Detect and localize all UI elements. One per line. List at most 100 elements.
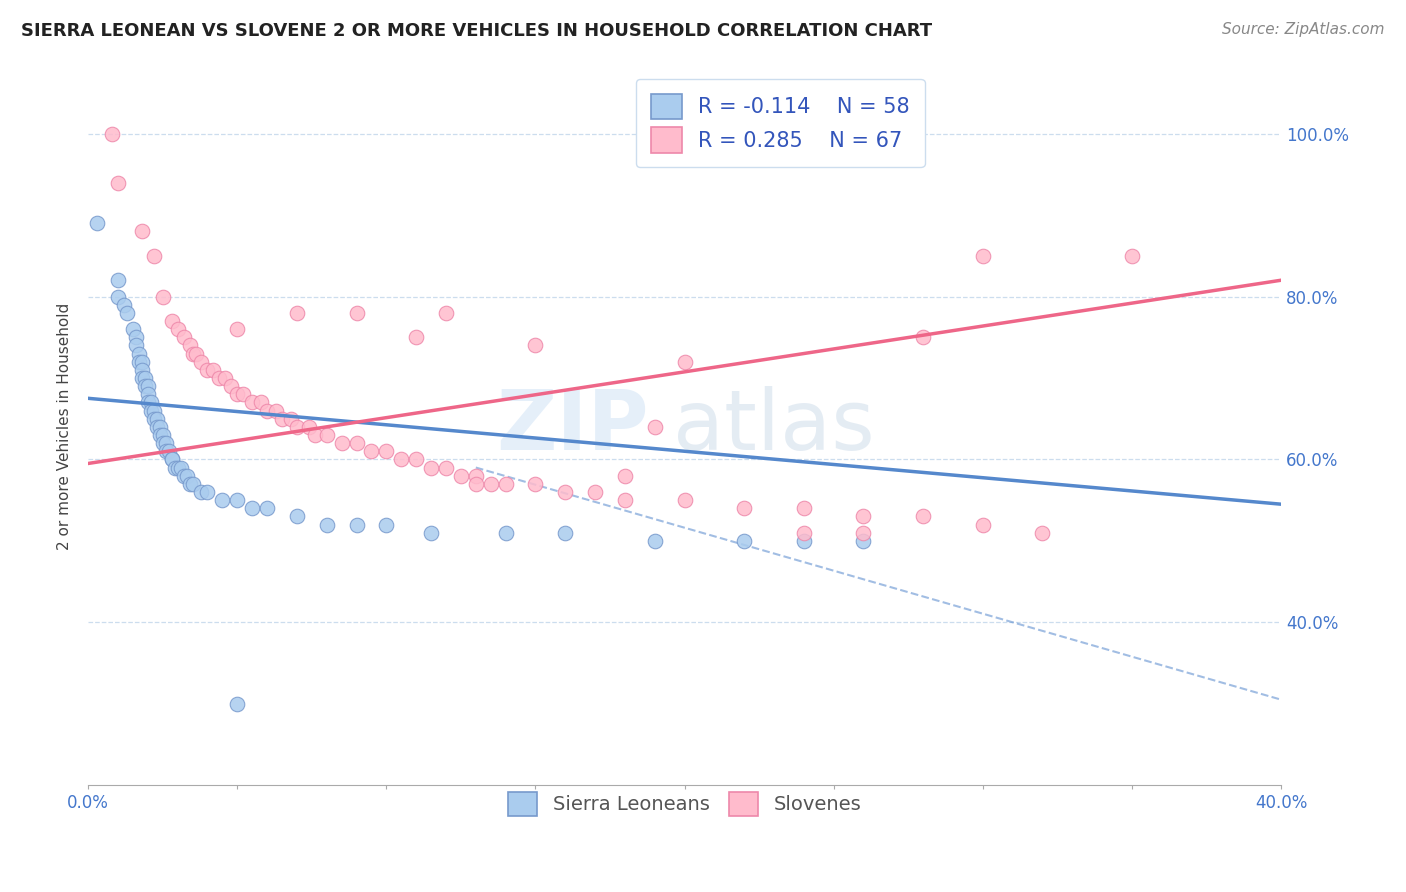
Point [250,395,273,409]
Point [152,436,174,450]
Point [131,354,153,368]
Point [169,460,191,475]
Point [256,403,278,417]
Point [554,525,576,540]
Point [128,346,150,360]
Point [115,306,138,320]
Point [375,517,398,532]
Point [271,411,294,425]
Text: SIERRA LEONEAN VS SLOVENE 2 OR MORE VEHICLES IN HOUSEHOLD CORRELATION CHART: SIERRA LEONEAN VS SLOVENE 2 OR MORE VEHI… [21,22,932,40]
Point [583,485,606,500]
Point [145,419,167,434]
Point [673,493,696,508]
Point [142,403,165,417]
Point [211,493,233,508]
Point [479,476,502,491]
Point [972,517,994,532]
Text: atlas: atlas [672,386,875,467]
Point [420,460,443,475]
Point [134,379,156,393]
Point [1121,249,1143,263]
Point [495,476,517,491]
Point [163,460,186,475]
Point [197,363,219,377]
Point [232,387,254,401]
Point [181,346,204,360]
Point [226,697,249,711]
Point [733,501,755,516]
Point [330,436,353,450]
Point [160,452,183,467]
Point [852,525,875,540]
Point [112,298,135,312]
Point [149,428,172,442]
Point [190,354,212,368]
Point [107,273,129,287]
Point [346,436,368,450]
Point [346,517,368,532]
Point [285,419,308,434]
Point [176,468,198,483]
Point [375,444,398,458]
Point [221,379,243,393]
Point [184,346,207,360]
Point [202,363,225,377]
Point [240,395,263,409]
Point [142,249,165,263]
Point [613,493,636,508]
Point [972,249,994,263]
Point [136,379,159,393]
Point [197,485,219,500]
Point [149,419,172,434]
Point [160,314,183,328]
Point [136,395,159,409]
Point [264,403,287,417]
Point [152,289,174,303]
Point [155,436,177,450]
Point [125,330,148,344]
Point [160,452,183,467]
Point [733,533,755,548]
Point [346,306,368,320]
Point [179,338,201,352]
Point [101,127,124,141]
Point [86,216,108,230]
Point [190,485,212,500]
Point [912,509,935,524]
Point [155,444,177,458]
Point [107,176,129,190]
Point [131,224,153,238]
Point [107,289,129,303]
Point [434,306,457,320]
Point [298,419,321,434]
Point [673,354,696,368]
Point [793,525,815,540]
Point [405,330,427,344]
Point [131,371,153,385]
Point [793,501,815,516]
Point [405,452,427,467]
Point [240,501,263,516]
Point [122,322,145,336]
Point [142,411,165,425]
Point [139,403,162,417]
Point [644,533,666,548]
Point [285,509,308,524]
Point [524,338,547,352]
Point [280,411,302,425]
Point [226,322,249,336]
Point [793,533,815,548]
Point [134,371,156,385]
Point [139,395,162,409]
Point [181,476,204,491]
Point [226,387,249,401]
Point [128,354,150,368]
Point [464,468,486,483]
Point [450,468,472,483]
Y-axis label: 2 or more Vehicles in Household: 2 or more Vehicles in Household [58,303,72,550]
Point [173,468,195,483]
Text: ZIP: ZIP [496,386,648,467]
Point [389,452,412,467]
Point [613,468,636,483]
Point [912,330,935,344]
